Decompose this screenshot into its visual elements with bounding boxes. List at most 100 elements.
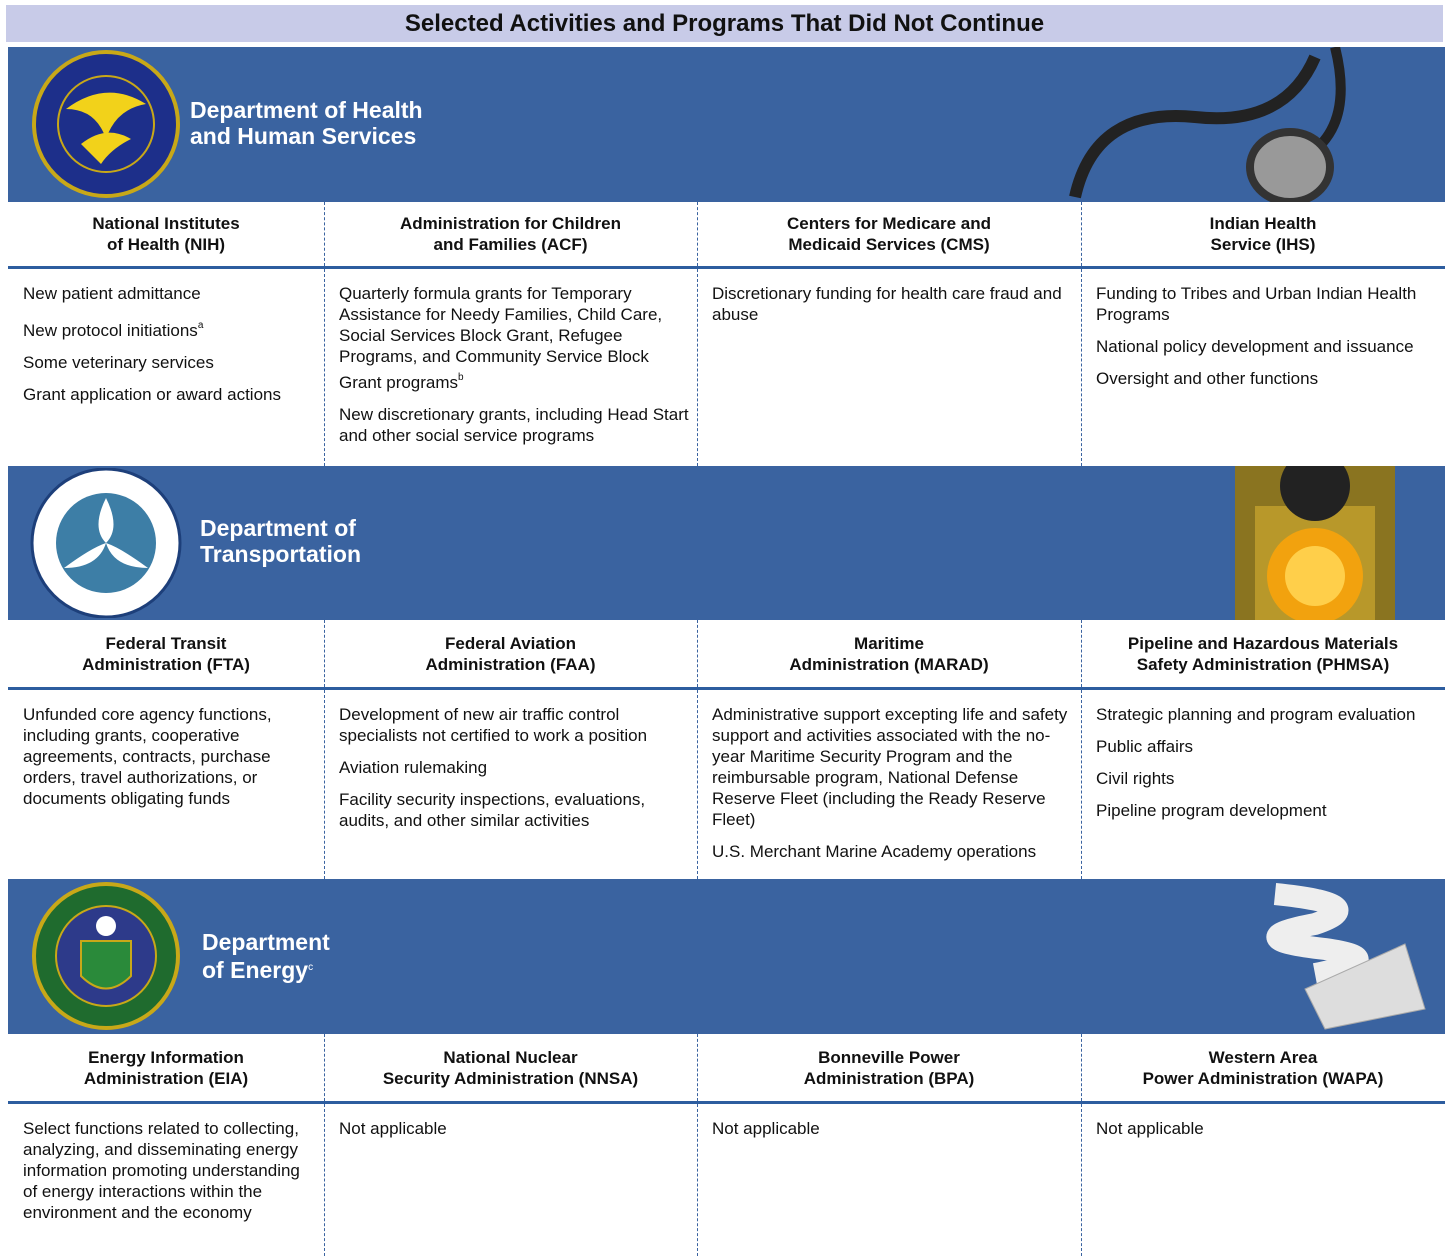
- agency-name-line: and Families (ACF): [433, 235, 588, 254]
- agency-items: Not applicable: [1096, 1118, 1438, 1150]
- agency-name-line: National Institutes: [92, 214, 240, 233]
- agency-name-line: Safety Administration (PHMSA): [1136, 654, 1390, 674]
- footnote-marker: a: [197, 320, 204, 331]
- activity-item: Civil rights: [1096, 769, 1175, 788]
- agency-name-line: Administration (FAA): [425, 654, 596, 674]
- department-name-line: of Energyc: [202, 956, 314, 983]
- agency-name-line: Pipeline and Hazardous Materials: [1127, 633, 1399, 653]
- activity-item: Discretionary funding for health care fr…: [712, 284, 1062, 324]
- agency-items: Not applicable: [712, 1118, 1074, 1150]
- agency-name: Energy Information Administration (EIA): [8, 1034, 324, 1101]
- agency-name-line: Service (IHS): [1210, 235, 1316, 254]
- department-name: Department of Transportation: [200, 515, 361, 567]
- column-separator: [697, 269, 698, 466]
- column-separator: [1081, 620, 1082, 687]
- agency-name-line: Federal Transit: [105, 633, 227, 653]
- column-separator: [697, 1104, 698, 1256]
- agency-items: Development of new air traffic control s…: [339, 704, 690, 842]
- footnote-marker: b: [458, 372, 464, 383]
- activity-item: New protocol initiationsa: [23, 320, 204, 340]
- activity-item: Public affairs: [1096, 737, 1194, 756]
- column-separator: [1081, 1104, 1082, 1256]
- agency-name-line: Energy Information: [88, 1047, 244, 1067]
- agency-items: Select functions related to collecting, …: [23, 1118, 317, 1234]
- agency-name-line: Centers for Medicare and: [786, 214, 992, 233]
- agency-name-line: Federal Aviation: [445, 633, 576, 653]
- agency-name-line: Indian Health: [1209, 214, 1317, 233]
- agency-items: Not applicable: [339, 1118, 690, 1150]
- agency-name-line: Administration (EIA): [83, 1068, 249, 1088]
- department-name: Department of Energyc: [202, 929, 330, 983]
- agency-name-line: Administration (FTA): [82, 654, 250, 674]
- agency-name: National Nuclear Security Administration …: [324, 1034, 697, 1101]
- column-separator: [324, 1104, 325, 1256]
- department-name-line: Department of: [200, 515, 356, 541]
- agency-name-line: of Health (NIH): [106, 235, 226, 254]
- activity-item: Select functions related to collecting, …: [23, 1119, 300, 1222]
- agency-items: Discretionary funding for health care fr…: [712, 283, 1074, 336]
- column-separator: [1081, 690, 1082, 879]
- agency-items: Strategic planning and program evaluatio…: [1096, 704, 1438, 832]
- agency-name: Indian Health Service (IHS): [1081, 202, 1445, 266]
- activity-item: New patient admittance: [23, 284, 201, 303]
- agency-header-row: [8, 202, 1445, 269]
- department-illustration: [1069, 47, 1346, 202]
- department-band: Department of Transportation: [8, 466, 1445, 620]
- agency-items: Quarterly formula grants for Temporary A…: [339, 283, 690, 457]
- agency-name-line: Power Administration (WAPA): [1142, 1068, 1384, 1088]
- column-separator: [1081, 269, 1082, 466]
- footnote-marker: c: [308, 961, 314, 973]
- activity-item: Grant application or award actions: [23, 385, 281, 404]
- activity-item: Not applicable: [1096, 1119, 1204, 1138]
- agency-name: National Institutes of Health (NIH): [8, 202, 324, 266]
- activity-item: New discretionary grants, including Head…: [339, 405, 689, 445]
- department-name-line: Transportation: [200, 541, 362, 567]
- column-separator: [697, 1034, 698, 1101]
- agency-name-line: Bonneville Power: [818, 1047, 960, 1067]
- department-name: Department of Health and Human Services: [190, 97, 423, 149]
- agency-name: Western Area Power Administration (WAPA): [1081, 1034, 1445, 1101]
- agency-items: Funding to Tribes and Urban Indian Healt…: [1096, 283, 1438, 400]
- department-illustration: [1266, 883, 1426, 1030]
- agency-name: Federal Transit Administration (FTA): [8, 620, 324, 687]
- page-title: Selected Activities and Programs That Di…: [6, 5, 1443, 42]
- column-separator: [324, 269, 325, 466]
- activity-item: Oversight and other functions: [1096, 369, 1319, 388]
- column-separator: [1081, 1034, 1082, 1101]
- department-name-line: Department of Health: [190, 96, 423, 123]
- column-separator: [697, 202, 698, 266]
- activity-item: Funding to Tribes and Urban Indian Healt…: [1096, 284, 1417, 324]
- activity-item: Pipeline program development: [1096, 801, 1327, 820]
- activity-item: Development of new air traffic control s…: [339, 705, 648, 745]
- activity-item: Aviation rulemaking: [339, 758, 488, 777]
- agency-name-line: Administration (BPA): [803, 1068, 975, 1088]
- department-band: Department of Energyc: [8, 879, 1445, 1034]
- department-seal: [30, 468, 182, 618]
- agency-items: Unfunded core agency functions, includin…: [23, 704, 317, 820]
- agency-name-line: National Nuclear: [443, 1047, 578, 1067]
- activity-item: Not applicable: [712, 1119, 820, 1138]
- column-separator: [324, 690, 325, 879]
- agency-name-line: Administration for Children: [400, 214, 621, 233]
- activity-item: Facility security inspections, evaluatio…: [339, 790, 646, 830]
- activity-item: Some veterinary services: [23, 353, 214, 372]
- department-name-line: Department: [202, 928, 330, 955]
- activity-item: Unfunded core agency functions, includin…: [23, 705, 272, 808]
- agency-name-line: Administration (MARAD): [789, 654, 989, 674]
- agency-name: Administration for Children and Families …: [324, 202, 697, 266]
- agency-name: Bonneville Power Administration (BPA): [697, 1034, 1081, 1101]
- department-illustration: [1235, 466, 1395, 620]
- agency-items: New patient admittance New protocol initi…: [23, 283, 317, 416]
- activity-item: U.S. Merchant Marine Academy operations: [712, 842, 1037, 861]
- agency-name: Maritime Administration (MARAD): [697, 620, 1081, 687]
- agency-name-line: Maritime: [854, 633, 924, 653]
- department-band: Department of Health and Human Services: [8, 47, 1445, 202]
- agency-name-line: Security Administration (NNSA): [382, 1068, 639, 1088]
- agency-name: Centers for Medicare and Medicaid Service…: [697, 202, 1081, 266]
- department-seal: [32, 50, 180, 198]
- activity-item: Quarterly formula grants for Temporary A…: [339, 284, 663, 392]
- activity-item: Not applicable: [339, 1119, 447, 1138]
- department-seal: [32, 882, 180, 1030]
- activity-item: Administrative support excepting life an…: [712, 705, 1068, 829]
